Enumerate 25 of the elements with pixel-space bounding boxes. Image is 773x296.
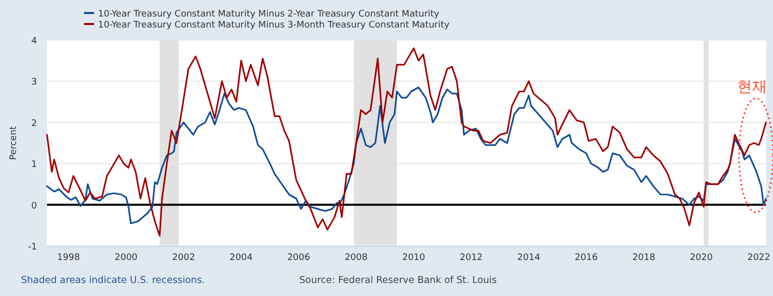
x-tick-label: 2022	[747, 253, 770, 263]
x-tick-label: 2010	[402, 253, 426, 263]
x-tick-label: 1998	[57, 253, 80, 263]
x-tick-label: 2016	[574, 253, 598, 263]
x-tick-label: 2008	[344, 253, 368, 263]
x-tick-label: 2002	[172, 253, 196, 263]
x-tick-label: 2004	[230, 253, 253, 263]
y-tick-label: 1	[31, 160, 37, 170]
annotation: 현재	[737, 78, 767, 96]
x-tick-label: 2020	[690, 253, 714, 263]
y-tick-label: 2	[31, 118, 37, 129]
x-tick-label: 2000	[114, 253, 138, 263]
y-tick-label: 3	[31, 78, 37, 88]
text: Shaded areas indicate U.S. recessions.	[21, 275, 205, 286]
source-note: Source: Federal Reserve Bank of St. Louis	[299, 275, 497, 286]
y-tick-label: 4	[31, 36, 38, 46]
legend-label: 10-Year Treasury Constant Maturity Minus 3-Month Treasury Constant Maturity	[98, 20, 450, 30]
y-tick-label: 0	[31, 201, 38, 212]
y-axis-title: Percent	[9, 126, 19, 160]
x-tick-label: 2012	[460, 253, 483, 263]
y-tick-label: -1	[28, 242, 37, 252]
x-tick-label: 2014	[517, 253, 540, 263]
x-tick-label: 2006	[287, 253, 310, 263]
x-tick-label: 2018	[632, 253, 656, 263]
legend-label: 10-Year Treasury Constant Maturity Minus 2-Year Treasury Constant Maturity	[98, 10, 440, 20]
